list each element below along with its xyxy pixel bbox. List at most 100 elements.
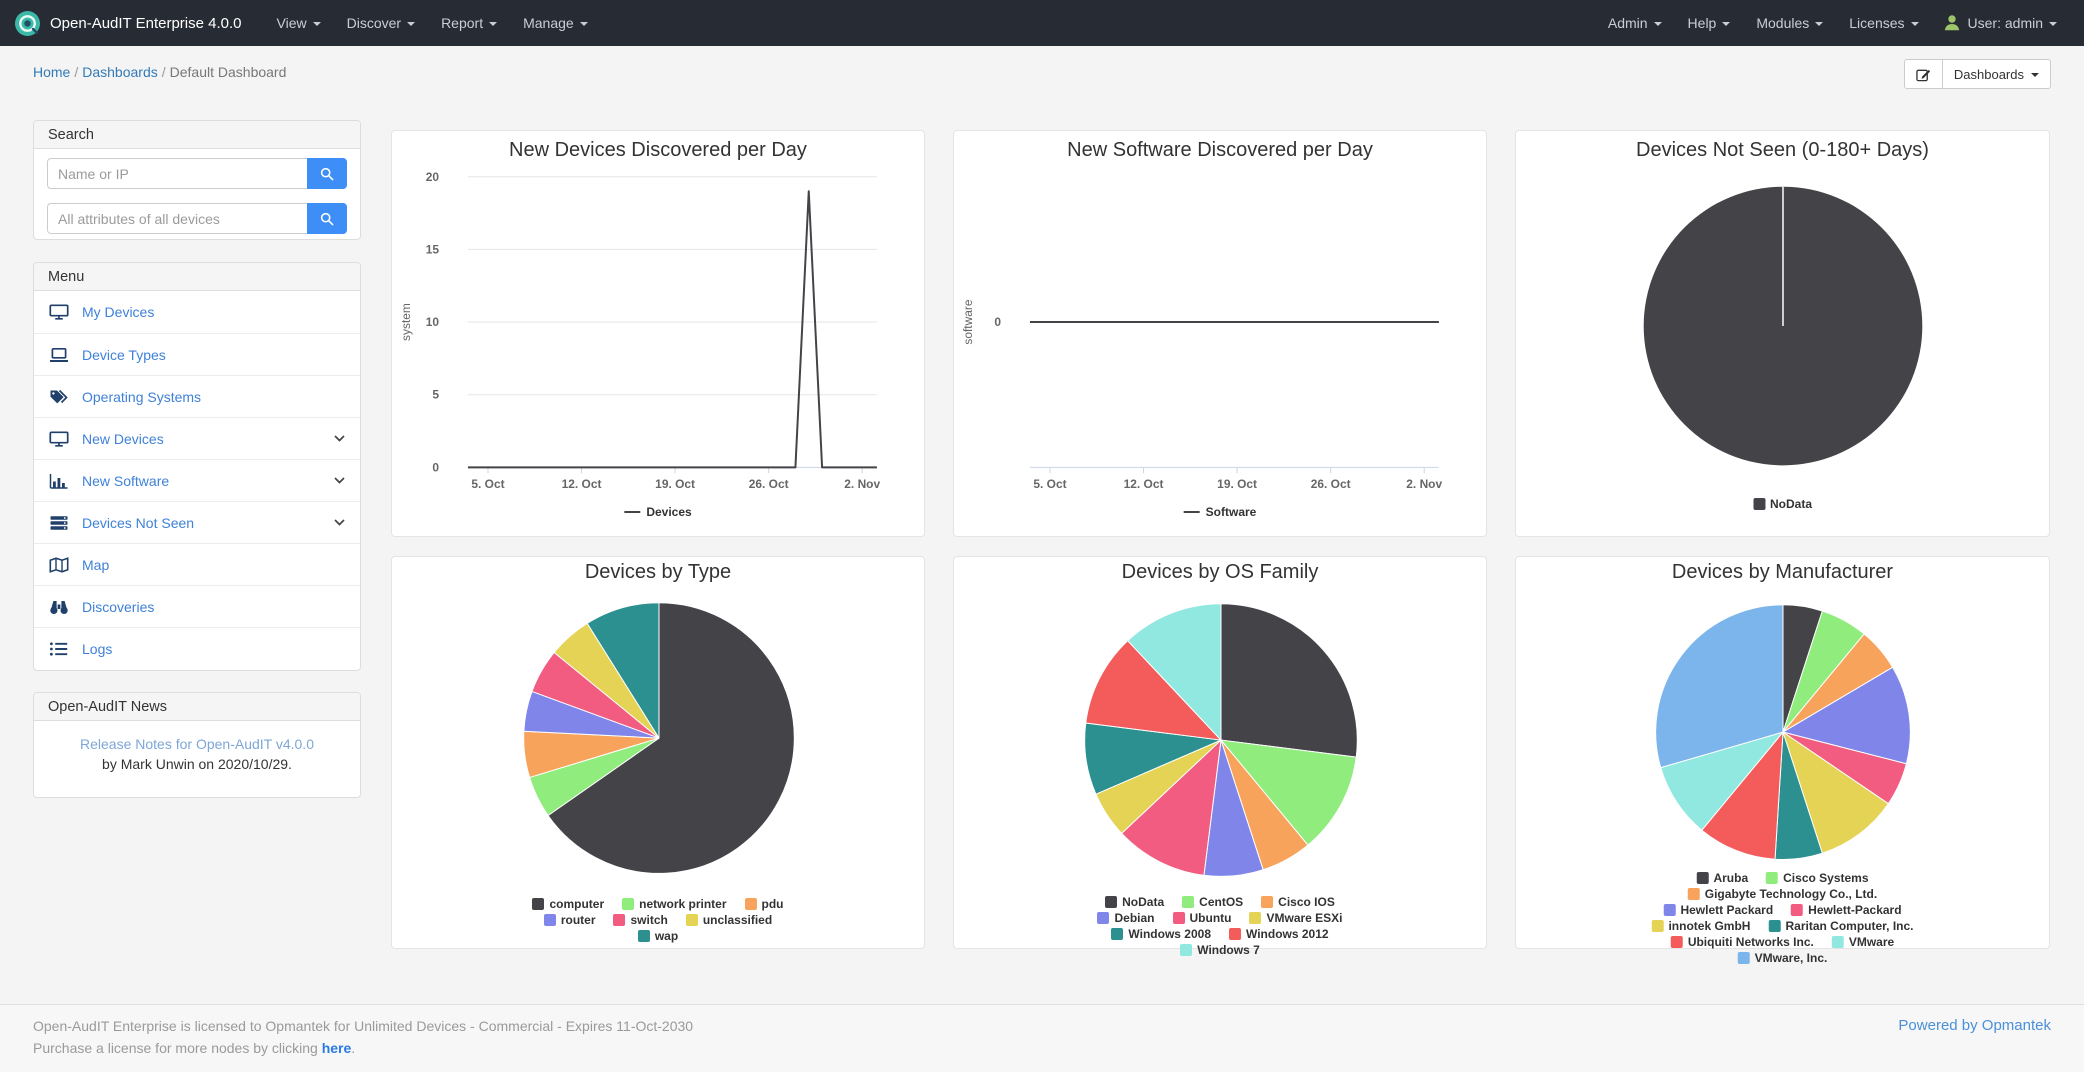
pie-slice-wap[interactable]	[586, 602, 660, 739]
legend-item-hewlett-packard[interactable]: Hewlett-Packard	[1791, 903, 1902, 917]
nav-menu-report[interactable]: Report	[428, 0, 510, 46]
chart-title: Devices by Manufacturer	[1671, 561, 1894, 583]
edit-dashboard-button[interactable]	[1903, 59, 1943, 89]
legend-item-router[interactable]: router	[543, 913, 595, 927]
legend-item-aruba[interactable]: Aruba	[1696, 871, 1748, 885]
legend-item-cisco-systems[interactable]: Cisco Systems	[1766, 871, 1869, 885]
search-button[interactable]	[307, 158, 347, 189]
breadcrumb-dashboards[interactable]: Dashboards	[82, 64, 158, 80]
legend-item-nodata[interactable]: NoData	[1105, 895, 1164, 909]
legend-item-vmware[interactable]: VMware	[1831, 935, 1894, 949]
legend-item-ubuntu[interactable]: Ubuntu	[1172, 911, 1231, 925]
legend-item-pdu[interactable]: pdu	[744, 897, 784, 911]
legend-item-wap[interactable]: wap	[637, 929, 678, 943]
legend-item-debian[interactable]: Debian	[1097, 911, 1155, 925]
sidebar-item-my-devices[interactable]: My Devices	[34, 291, 360, 333]
legend-swatch	[1768, 920, 1781, 932]
nav-menu-modules[interactable]: Modules	[1743, 0, 1836, 46]
legend-item-windows-2012[interactable]: Windows 2012	[1229, 927, 1329, 941]
legend-item-network-printer[interactable]: network printer	[622, 897, 727, 911]
pie-slice-centos[interactable]	[1220, 739, 1357, 846]
legend-swatch	[1737, 952, 1750, 964]
purchase-here-link[interactable]: here	[321, 1040, 352, 1056]
device-search-input[interactable]	[47, 158, 307, 189]
legend-item-gigabyte-technology-co-ltd[interactable]: Gigabyte Technology Co., Ltd.	[1687, 887, 1877, 901]
legend-item-switch[interactable]: switch	[613, 913, 668, 927]
sidebar-item-logs[interactable]: Logs	[34, 627, 360, 669]
legend-item-vmware-inc[interactable]: VMware, Inc.	[1737, 951, 1828, 965]
chart-panel-devices-by-type: Devices by Type computer network printer p…	[391, 556, 925, 949]
laptop-icon	[49, 347, 69, 363]
user-menu[interactable]: User: admin	[1968, 0, 2070, 46]
pie-slice-computer[interactable]	[547, 602, 795, 874]
chevron-down-icon	[579, 21, 588, 26]
legend-swatch	[1182, 896, 1195, 908]
attribute-search-input[interactable]	[47, 203, 307, 234]
sidebar-item-device-types[interactable]: Device Types	[34, 333, 360, 375]
legend-item-raritan-computer-inc[interactable]: Raritan Computer, Inc.	[1768, 919, 1914, 933]
legend-item-nodata[interactable]: NoData	[1752, 497, 1812, 511]
sidebar-item-discoveries[interactable]: Discoveries	[34, 585, 360, 627]
pie-slice-nodata[interactable]	[1220, 603, 1358, 758]
legend-item-devices[interactable]: Devices	[624, 505, 692, 519]
nav-menu-discover[interactable]: Discover	[334, 0, 428, 46]
chevron-down-icon	[1815, 21, 1824, 26]
pie-slice-vmware[interactable]	[1660, 731, 1784, 831]
devices-not-seen-pie-chart	[1643, 186, 1923, 466]
powered-by-opmantek-link[interactable]: Powered by Opmantek	[1898, 1017, 2051, 1034]
pie-slice-hewlett-packard[interactable]	[1782, 666, 1911, 765]
nav-menu-view[interactable]: View	[264, 0, 334, 46]
legend-item-windows-2008[interactable]: Windows 2008	[1111, 927, 1211, 941]
legend-label: innotek GmbH	[1668, 919, 1751, 933]
nav-menu-admin[interactable]: Admin	[1595, 0, 1675, 46]
pie-slice-vmware-inc[interactable]	[1655, 604, 1784, 769]
legend-swatch	[1651, 920, 1664, 932]
dashboards-dropdown-button[interactable]: Dashboards	[1941, 59, 2051, 89]
top-navbar: Open-AudIT Enterprise 4.0.0 View Discover…	[0, 0, 2084, 46]
legend-label: Raritan Computer, Inc.	[1785, 919, 1914, 933]
legend-item-windows-7[interactable]: Windows 7	[1180, 943, 1260, 957]
svg-text:2. Nov: 2. Nov	[844, 477, 880, 491]
svg-text:12. Oct: 12. Oct	[562, 477, 602, 491]
nav-menu-licenses[interactable]: Licenses	[1836, 0, 1931, 46]
chart-legend: Aruba Cisco Systems Gigabyte Technology Co…	[1649, 871, 1916, 965]
sidebar-item-devices-not-seen[interactable]: Devices Not Seen	[34, 501, 360, 543]
legend-item-innotek-gmbh[interactable]: innotek GmbH	[1651, 919, 1750, 933]
pie-slice-innotek-gmbh[interactable]	[1782, 731, 1889, 854]
legend-item-centos[interactable]: CentOS	[1182, 895, 1243, 909]
chevron-down-icon	[1722, 21, 1731, 26]
breadcrumb-separator: /	[74, 64, 79, 80]
search-button[interactable]	[307, 203, 347, 234]
legend-item-ubiquiti-networks-inc[interactable]: Ubiquiti Networks Inc.	[1670, 935, 1814, 949]
user-icon[interactable]	[1942, 13, 1962, 33]
legend-item-software[interactable]: Software	[1183, 505, 1256, 519]
legend-item-unclassified[interactable]: unclassified	[685, 913, 772, 927]
sidebar-item-new-devices[interactable]: New Devices	[34, 417, 360, 459]
legend-item-hewlett-packard[interactable]: Hewlett Packard	[1663, 903, 1773, 917]
pie-slice-nodata[interactable]	[1643, 186, 1923, 466]
chevron-down-icon	[2049, 21, 2057, 26]
legend-item-cisco-ios[interactable]: Cisco IOS	[1261, 895, 1335, 909]
legend-item-computer[interactable]: computer	[532, 897, 604, 911]
pencil-square-icon	[1916, 67, 1931, 82]
legend-swatch	[1183, 511, 1200, 513]
legend-item-vmware-esxi[interactable]: VMware ESXi	[1249, 911, 1343, 925]
sidebar-item-map[interactable]: Map	[34, 543, 360, 585]
release-notes-link[interactable]: Release Notes for Open-AudIT v4.0.0	[80, 736, 314, 752]
breadcrumb-home[interactable]: Home	[33, 64, 71, 80]
chevron-down-icon	[334, 477, 345, 484]
pie-slice-windows-2012[interactable]	[1085, 640, 1222, 741]
pie-slice-windows-7[interactable]	[1127, 603, 1222, 741]
nav-menu-manage[interactable]: Manage	[510, 0, 601, 46]
nav-menu-label: Help	[1687, 15, 1717, 31]
chevron-down-icon	[334, 435, 345, 442]
svg-text:20: 20	[426, 170, 440, 184]
nav-menu-help[interactable]: Help	[1675, 0, 1744, 46]
sidebar-item-operating-systems[interactable]: Operating Systems	[34, 375, 360, 417]
pie-slice-ubiquiti-networks-inc[interactable]	[1701, 731, 1784, 860]
nav-menu-label: View	[276, 15, 307, 31]
menu-panel: Menu My Devices Device Types Operating Sys…	[33, 262, 361, 671]
sidebar-item-new-software[interactable]: New Software	[34, 459, 360, 501]
legend-label: VMware, Inc.	[1754, 951, 1828, 965]
pie-slice-ubuntu[interactable]	[1121, 739, 1222, 876]
